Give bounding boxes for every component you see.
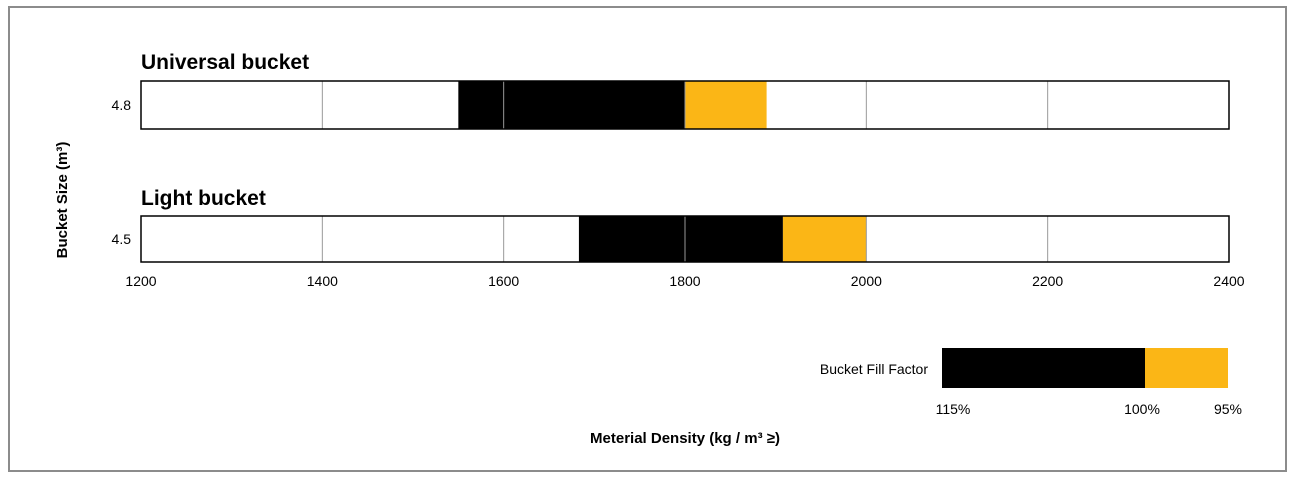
y-tick-label: 4.5 xyxy=(112,231,132,247)
y-tick-label: 4.8 xyxy=(112,97,132,113)
legend-label-1: 100% xyxy=(1124,401,1160,417)
panel-title: Universal bucket xyxy=(141,51,309,74)
x-tick-label: 1200 xyxy=(125,273,156,289)
x-axis-title: Meterial Density (kg / m³ ≥) xyxy=(590,430,780,447)
x-tick-label: 2400 xyxy=(1213,273,1244,289)
legend-label-0: 115% xyxy=(936,401,971,417)
x-tick-label: 1400 xyxy=(307,273,338,289)
x-axis: 1200 1400 1600 1800 2000 2200 2400 xyxy=(125,273,1244,289)
bar-outline xyxy=(140,80,1230,130)
legend-swatch-1 xyxy=(1145,348,1228,388)
legend-title: Bucket Fill Factor xyxy=(820,361,928,377)
bar-segment-1 xyxy=(685,81,767,129)
bar-segment-0 xyxy=(578,216,783,262)
y-axis-title: Bucket Size (m³) xyxy=(54,142,71,259)
panel-0: Universal bucket 4.8 xyxy=(112,51,1230,130)
x-tick-label: 1800 xyxy=(669,273,700,289)
legend-swatch-0 xyxy=(942,348,1145,388)
panel-title: Light bucket xyxy=(141,187,266,210)
bar-outline xyxy=(140,215,1230,263)
bar-segment-1 xyxy=(782,216,867,262)
legend-label-2: 95% xyxy=(1214,401,1242,417)
x-tick-label: 2000 xyxy=(851,273,882,289)
x-tick-label: 1600 xyxy=(488,273,519,289)
panel-1: Light bucket 4.5 xyxy=(112,187,1230,263)
bar-segment-0 xyxy=(458,81,685,129)
x-tick-label: 2200 xyxy=(1032,273,1063,289)
legend: Bucket Fill Factor 115% 100% 95% xyxy=(820,348,1242,417)
chart-panels: Universal bucket 4.8 Light bucket 4.5 xyxy=(112,51,1230,263)
